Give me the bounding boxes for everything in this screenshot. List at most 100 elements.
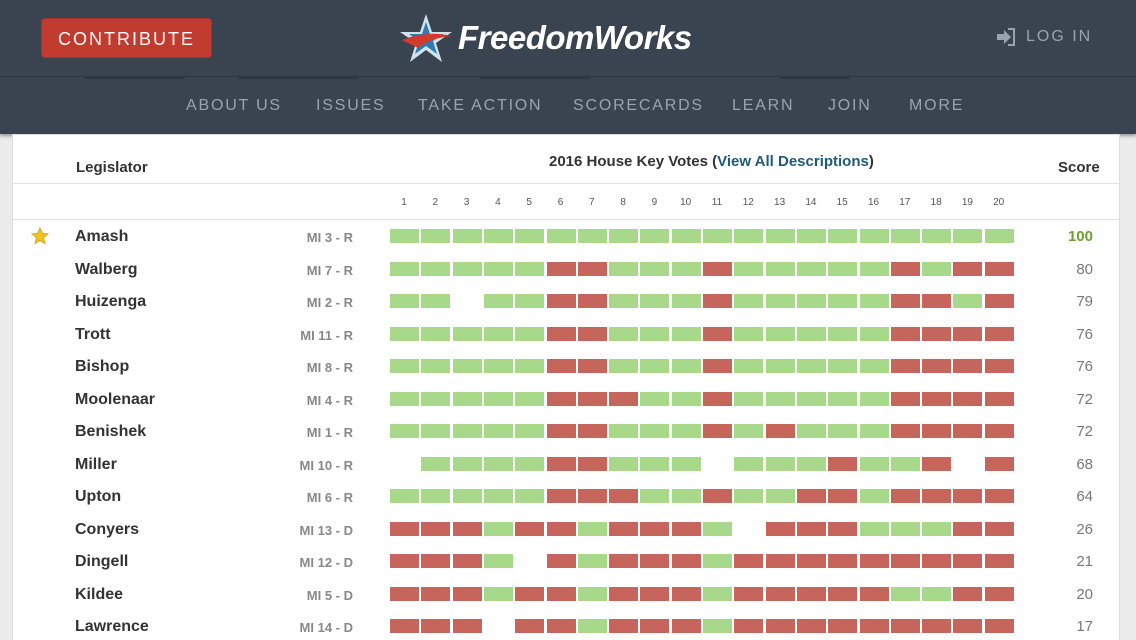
vote-cell-no[interactable] (984, 521, 1014, 536)
vote-cell-no[interactable] (953, 586, 983, 601)
vote-cell-no[interactable] (515, 619, 545, 633)
vote-cell-no[interactable] (890, 294, 920, 308)
legislator-name[interactable]: Moolenaar (75, 390, 156, 408)
vote-cell-yes[interactable] (922, 229, 952, 243)
vote-cell-no[interactable] (577, 294, 607, 308)
vote-cell-no[interactable] (922, 326, 952, 341)
vote-cell-yes[interactable] (483, 261, 513, 276)
vote-cell-yes[interactable] (828, 326, 858, 341)
vote-cell-yes[interactable] (828, 229, 858, 243)
vote-cell-yes[interactable] (421, 391, 451, 406)
site-logo[interactable]: FreedomWorks (396, 12, 692, 64)
vote-cell-no[interactable] (984, 391, 1014, 406)
vote-cell-yes[interactable] (577, 554, 607, 568)
vote-cell-yes[interactable] (515, 456, 545, 471)
vote-cell-yes[interactable] (452, 326, 482, 341)
vote-cell-no[interactable] (703, 359, 732, 373)
nav-about-us[interactable]: ABOUT US (186, 97, 282, 114)
vote-cell-no[interactable] (546, 391, 576, 406)
legislator-name[interactable]: Dingell (75, 553, 129, 570)
vote-cell-no[interactable] (890, 619, 920, 633)
vote-cell-no[interactable] (546, 489, 576, 503)
vote-cell-no[interactable] (953, 326, 983, 341)
vote-cell-no[interactable] (828, 489, 858, 503)
vote-cell-no[interactable] (765, 586, 795, 601)
vote-cell-yes[interactable] (452, 424, 482, 438)
vote-cell-no[interactable] (577, 359, 607, 373)
vote-cell-yes[interactable] (390, 391, 419, 406)
nav-take-action[interactable]: TAKE ACTION (418, 97, 543, 114)
vote-cell-yes[interactable] (577, 586, 607, 601)
vote-cell-yes[interactable] (452, 359, 482, 373)
vote-cell-none[interactable] (953, 456, 983, 471)
vote-cell-no[interactable] (890, 424, 920, 438)
vote-cell-no[interactable] (609, 489, 639, 503)
vote-cell-yes[interactable] (734, 294, 764, 308)
vote-cell-no[interactable] (390, 521, 419, 536)
vote-cell-no[interactable] (390, 586, 419, 601)
vote-cell-yes[interactable] (734, 489, 764, 503)
vote-cell-no[interactable] (546, 424, 576, 438)
vote-cell-yes[interactable] (609, 424, 639, 438)
vote-cell-yes[interactable] (640, 294, 670, 308)
legislator-name[interactable]: Miller (75, 455, 117, 473)
legislator-row[interactable]: Walberg MI 7 - R 80 (13, 253, 1121, 285)
vote-number[interactable]: 10 (680, 197, 692, 208)
vote-cell-no[interactable] (609, 391, 639, 406)
vote-cell-no[interactable] (671, 586, 701, 601)
vote-cell-yes[interactable] (483, 456, 513, 471)
vote-cell-no[interactable] (953, 261, 983, 276)
vote-cell-yes[interactable] (515, 294, 545, 308)
vote-cell-no[interactable] (796, 521, 826, 536)
vote-cell-yes[interactable] (953, 294, 983, 308)
legislator-name[interactable]: Walberg (75, 260, 138, 278)
legislator-row[interactable]: Huizenga MI 2 - R 79 (13, 285, 1121, 317)
vote-cell-yes[interactable] (390, 489, 419, 503)
vote-cell-no[interactable] (828, 554, 858, 568)
vote-cell-none[interactable] (483, 619, 513, 633)
vote-cell-no[interactable] (390, 554, 419, 568)
vote-cell-no[interactable] (671, 554, 701, 568)
legislator-row[interactable]: Dingell MI 12 - D 21 (13, 545, 1121, 577)
vote-cell-no[interactable] (953, 489, 983, 503)
vote-cell-yes[interactable] (703, 619, 732, 633)
vote-cell-yes[interactable] (671, 359, 701, 373)
nav-join[interactable]: JOIN (828, 97, 872, 114)
vote-cell-yes[interactable] (515, 424, 545, 438)
vote-cell-yes[interactable] (765, 229, 795, 243)
vote-cell-no[interactable] (953, 359, 983, 373)
vote-cell-yes[interactable] (671, 456, 701, 471)
vote-cell-yes[interactable] (421, 456, 451, 471)
vote-cell-yes[interactable] (640, 326, 670, 341)
vote-cell-no[interactable] (890, 359, 920, 373)
vote-cell-yes[interactable] (483, 586, 513, 601)
vote-cell-yes[interactable] (765, 456, 795, 471)
vote-cell-yes[interactable] (859, 521, 889, 536)
vote-cell-yes[interactable] (452, 229, 482, 243)
vote-cell-no[interactable] (515, 586, 545, 601)
vote-cell-yes[interactable] (671, 326, 701, 341)
vote-cell-yes[interactable] (859, 359, 889, 373)
vote-cell-no[interactable] (515, 521, 545, 536)
vote-cell-no[interactable] (452, 521, 482, 536)
vote-cell-no[interactable] (922, 294, 952, 308)
vote-cell-no[interactable] (890, 554, 920, 568)
login-link[interactable]: LOG IN (996, 28, 1092, 46)
vote-cell-no[interactable] (577, 456, 607, 471)
vote-cell-no[interactable] (922, 391, 952, 406)
vote-cell-no[interactable] (546, 326, 576, 341)
vote-cell-yes[interactable] (828, 424, 858, 438)
vote-cell-yes[interactable] (765, 359, 795, 373)
vote-cell-no[interactable] (671, 521, 701, 536)
vote-cell-no[interactable] (984, 586, 1014, 601)
vote-cell-yes[interactable] (922, 586, 952, 601)
vote-number[interactable]: 18 (930, 197, 942, 208)
vote-cell-no[interactable] (984, 554, 1014, 568)
vote-cell-no[interactable] (922, 554, 952, 568)
vote-cell-yes[interactable] (483, 391, 513, 406)
vote-cell-no[interactable] (421, 619, 451, 633)
vote-cell-no[interactable] (859, 554, 889, 568)
vote-cell-yes[interactable] (984, 229, 1014, 243)
vote-cell-yes[interactable] (390, 229, 419, 243)
vote-cell-no[interactable] (640, 554, 670, 568)
